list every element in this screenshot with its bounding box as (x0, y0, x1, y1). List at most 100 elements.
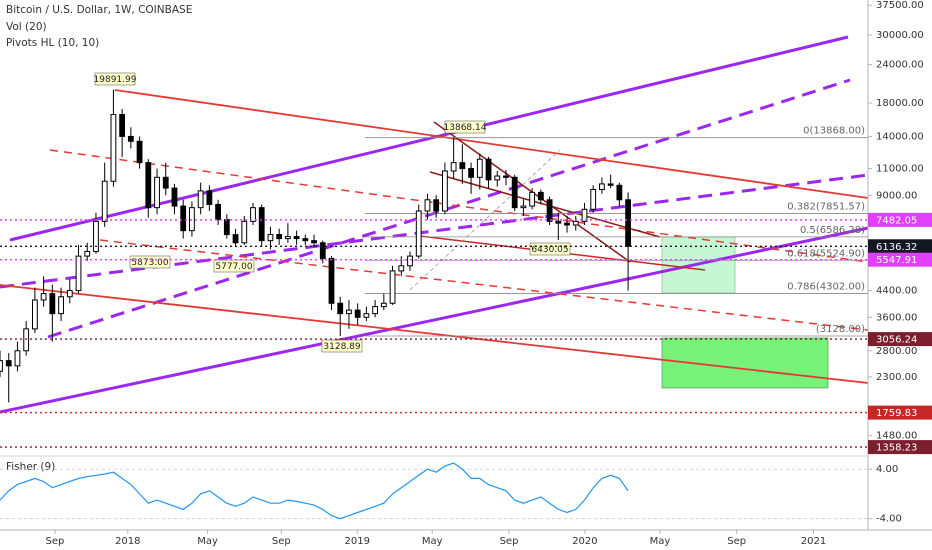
candles (0, 89, 631, 403)
x-tick-label: 2021 (801, 536, 826, 547)
candle-body (398, 265, 405, 272)
fib-label: 0(13868.00) (803, 126, 865, 137)
candle-body (520, 205, 527, 209)
trend-mid-line (99, 239, 869, 331)
drawings (0, 35, 869, 414)
candle-body (197, 190, 204, 209)
candle-body (590, 188, 597, 210)
channel-mid-line (47, 78, 851, 339)
y-tick-label: 3600.00 (876, 312, 917, 323)
fib-label: (3128.00) (816, 324, 865, 335)
chart-title: Bitcoin / U.S. Dollar, 1W, COINBASE (6, 4, 192, 16)
indicator-label: Pivots HL (10, 10) (6, 37, 99, 49)
fib-label: 0.5(6586.28) (800, 225, 865, 236)
candle-body (84, 251, 91, 257)
candle-body (407, 255, 413, 267)
candle-body (616, 184, 623, 201)
candle-body (0, 360, 3, 372)
candle-body (537, 191, 544, 201)
x-tick-label: Sep (500, 536, 519, 547)
candle-body (241, 220, 248, 244)
candle-body (372, 306, 379, 315)
candle-body (162, 176, 169, 189)
candle-body (276, 234, 283, 240)
candle-body (93, 220, 99, 253)
candle-body (58, 296, 64, 315)
price-tag-label: 1759.83 (876, 408, 917, 419)
candle-body (31, 299, 38, 330)
candle-body (389, 270, 396, 304)
candle-body (101, 180, 108, 222)
price-tag (868, 239, 932, 254)
candle-body (424, 199, 431, 212)
candle-body (337, 302, 344, 315)
x-tick-label: Sep (272, 536, 291, 547)
candle-body (555, 220, 562, 224)
y-tick-label: 24000.00 (876, 60, 924, 71)
candle-body (442, 170, 448, 212)
candle-body (459, 162, 466, 170)
x-tick-label: Sep (46, 536, 65, 547)
candle-body (189, 207, 195, 232)
trend-line (0, 284, 869, 384)
candle-body (232, 234, 239, 244)
trend-mid-line (49, 149, 869, 263)
y-tick-label: 37500.00 (876, 0, 924, 11)
candle-body (49, 293, 56, 315)
price-tag-label: 7482.05 (876, 215, 917, 226)
candle-body (258, 207, 265, 242)
indicator-label: Vol (20) (6, 21, 47, 33)
candle-body (572, 220, 579, 226)
fib-label: 0.382(7851.57) (787, 201, 865, 212)
candle-body (476, 158, 483, 178)
price-tag (868, 252, 932, 267)
x-tick-label: 2018 (115, 536, 140, 547)
fisher-tick-label: 4.00 (876, 464, 898, 475)
x-tick-label: May (650, 536, 671, 547)
price-tag-label: 5547.91 (876, 255, 917, 266)
price-tag (868, 405, 932, 420)
annotation: 19891.99 (94, 75, 137, 85)
fib-label: 0.786(4302.00) (787, 282, 865, 293)
candle-body (328, 257, 335, 304)
candle-body (267, 234, 274, 242)
y-tick-label: 30000.00 (876, 30, 924, 41)
price-tag-label: 6136.32 (876, 242, 917, 253)
price-tag (868, 440, 932, 455)
channel-mid-line (0, 173, 869, 289)
y-tick-label: 11000.00 (876, 164, 924, 175)
candle-body (415, 210, 422, 257)
candle-body (154, 176, 160, 209)
x-tick-label: May (197, 536, 218, 547)
annotation-box (94, 72, 136, 86)
annotation: 5873.00 (131, 258, 168, 268)
fisher-title: Fisher (9) (6, 461, 55, 473)
candle-body (250, 207, 256, 222)
y-tick-label: 2800.00 (876, 346, 917, 357)
price-tag (868, 332, 932, 347)
annotation: 6430.05 (531, 245, 568, 255)
candle-body (380, 302, 387, 308)
candle-body (5, 360, 12, 367)
candle-body (529, 191, 536, 207)
channel-line (0, 226, 869, 414)
candle-body (354, 309, 361, 318)
price-tag-label: 3056.24 (876, 335, 917, 346)
fib-label: 0.618(5524.90) (787, 248, 865, 259)
trend-line (114, 89, 869, 199)
candle-body (485, 158, 492, 181)
candle-body (119, 114, 126, 137)
candle-body (625, 199, 631, 247)
fisher-tick-label: -4.00 (876, 514, 902, 525)
candle-body (311, 240, 317, 244)
candle-body (468, 168, 474, 178)
y-tick-label: 4400.00 (876, 286, 917, 297)
candle-body (564, 222, 570, 226)
annotation: 5777.00 (215, 262, 252, 272)
candle-body (127, 135, 134, 142)
candle-body (14, 350, 21, 367)
annotation: 3128.89 (323, 342, 360, 352)
candle-body (66, 290, 73, 298)
